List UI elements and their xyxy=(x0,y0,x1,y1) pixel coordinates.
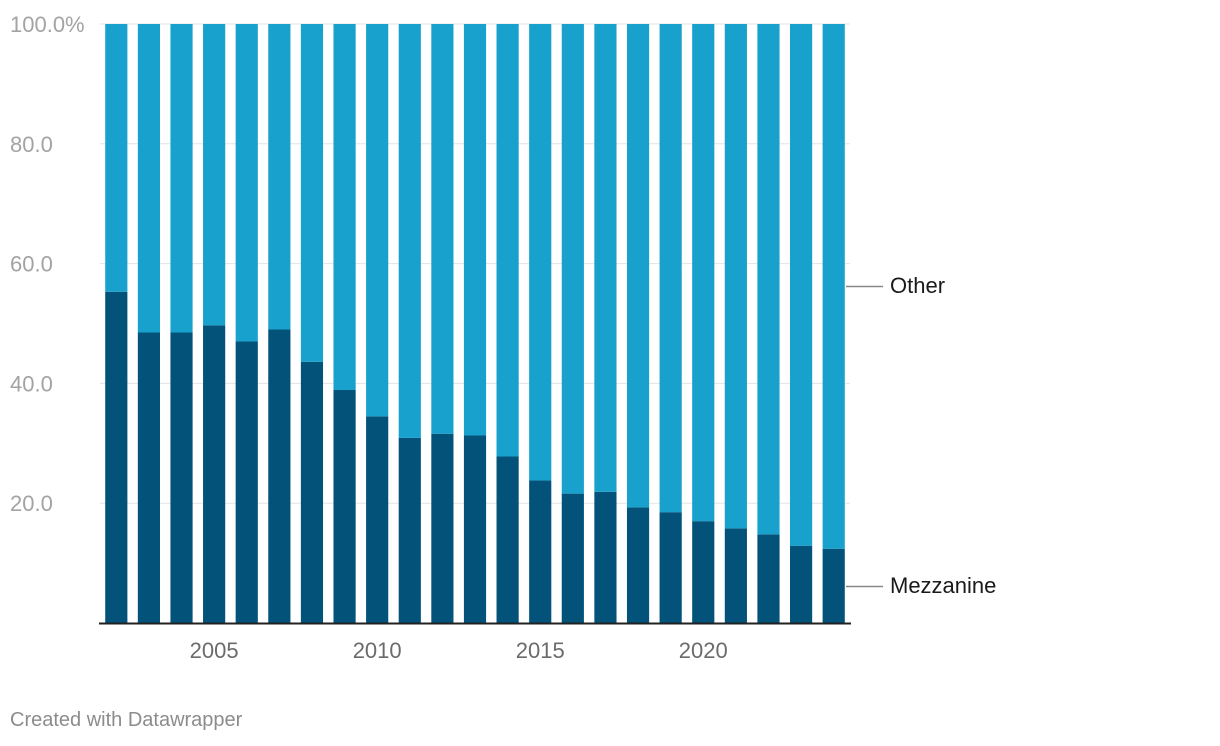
bar-mezzanine-2016 xyxy=(561,493,584,623)
bar-other-2005 xyxy=(203,24,226,326)
bar-mezzanine-2004 xyxy=(170,332,193,623)
bar-other-2006 xyxy=(235,24,258,342)
bar-mezzanine-2020 xyxy=(692,521,715,623)
bar-other-2023 xyxy=(790,24,813,546)
bars xyxy=(105,24,845,623)
x-tick-label: 2020 xyxy=(679,638,728,663)
series-label-mezzanine: Mezzanine xyxy=(846,573,996,598)
series-label-mezzanine-text: Mezzanine xyxy=(890,573,996,598)
bar-other-2015 xyxy=(529,24,552,481)
bar-other-2011 xyxy=(398,24,421,438)
bar-mezzanine-2010 xyxy=(366,416,389,623)
bar-other-2022 xyxy=(757,24,780,535)
x-tick-label: 2010 xyxy=(353,638,402,663)
bar-mezzanine-2018 xyxy=(626,507,650,623)
y-tick-label: 20.0 xyxy=(10,491,53,516)
bar-other-2013 xyxy=(463,24,487,436)
bar-mezzanine-2017 xyxy=(594,491,617,623)
bar-mezzanine-2021 xyxy=(724,528,747,623)
x-tick-label: 2005 xyxy=(190,638,239,663)
bar-other-2014 xyxy=(496,24,519,457)
bar-mezzanine-2011 xyxy=(398,437,421,623)
bar-mezzanine-2024 xyxy=(822,548,845,623)
y-tick-label: 100.0% xyxy=(10,12,85,37)
y-tick-label: 40.0 xyxy=(10,371,53,396)
bar-mezzanine-2006 xyxy=(235,341,258,623)
bar-mezzanine-2012 xyxy=(431,433,454,623)
series-label-other-text: Other xyxy=(890,273,945,298)
y-tick-label: 60.0 xyxy=(10,252,53,277)
bar-mezzanine-2019 xyxy=(659,512,682,623)
bar-mezzanine-2023 xyxy=(790,545,813,623)
bar-other-2018 xyxy=(626,24,650,508)
bar-other-2010 xyxy=(366,24,389,417)
bar-other-2021 xyxy=(724,24,747,529)
bar-mezzanine-2022 xyxy=(757,534,780,623)
bar-other-2008 xyxy=(300,24,324,362)
bar-other-2017 xyxy=(594,24,617,492)
y-tick-label: 80.0 xyxy=(10,132,53,157)
bar-other-2024 xyxy=(822,24,845,549)
bar-other-2020 xyxy=(692,24,715,522)
bar-other-2007 xyxy=(268,24,291,330)
bar-other-2003 xyxy=(137,24,160,333)
bar-mezzanine-2008 xyxy=(300,361,324,623)
bar-other-2016 xyxy=(561,24,584,494)
x-tick-label: 2015 xyxy=(516,638,565,663)
bar-mezzanine-2009 xyxy=(333,389,356,623)
bar-other-2009 xyxy=(333,24,356,390)
bar-mezzanine-2015 xyxy=(529,480,552,623)
bar-other-2004 xyxy=(170,24,193,333)
x-axis-ticks: 2005 2010 2015 2020 xyxy=(190,638,728,663)
bar-mezzanine-2013 xyxy=(463,435,487,623)
bar-mezzanine-2014 xyxy=(496,456,519,623)
bar-mezzanine-2002 xyxy=(105,291,128,623)
bar-mezzanine-2007 xyxy=(268,329,291,623)
bar-mezzanine-2003 xyxy=(137,332,160,623)
bar-other-2012 xyxy=(431,24,454,434)
bar-other-2019 xyxy=(659,24,682,513)
bar-mezzanine-2005 xyxy=(203,325,226,623)
credit-text: Created with Datawrapper xyxy=(10,709,243,731)
y-axis-ticks: 20.0 40.0 60.0 80.0 100.0% xyxy=(10,12,85,516)
series-label-other: Other xyxy=(846,273,945,298)
bar-other-2002 xyxy=(105,24,128,292)
